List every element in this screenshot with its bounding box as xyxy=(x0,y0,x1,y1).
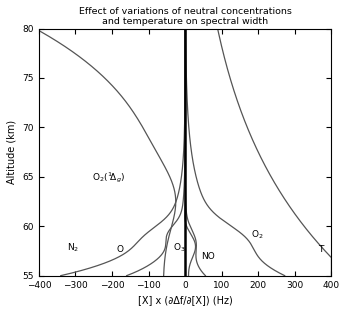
X-axis label: [X] x (∂Δf/∂[X]) (Hz): [X] x (∂Δf/∂[X]) (Hz) xyxy=(138,295,232,305)
Text: N$_2$: N$_2$ xyxy=(68,241,80,254)
Title: Effect of variations of neutral concentrations
and temperature on spectral width: Effect of variations of neutral concentr… xyxy=(79,7,291,26)
Text: O: O xyxy=(117,245,124,254)
Text: T: T xyxy=(318,245,323,254)
Text: O$_2$($^1\!\Delta_g$): O$_2$($^1\!\Delta_g$) xyxy=(92,170,125,185)
Text: O$_2$: O$_2$ xyxy=(251,229,264,241)
Text: NO: NO xyxy=(201,252,215,261)
Text: O$_3$: O$_3$ xyxy=(174,241,186,254)
Y-axis label: Altitude (km): Altitude (km) xyxy=(7,120,17,184)
